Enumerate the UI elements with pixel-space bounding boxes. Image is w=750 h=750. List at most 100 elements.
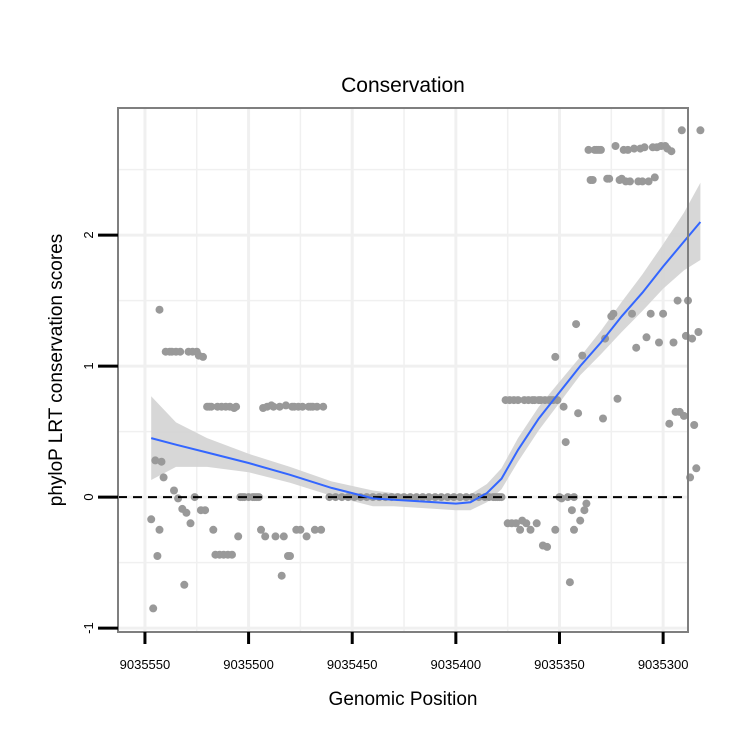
data-point: [551, 525, 560, 534]
data-point: [644, 177, 653, 186]
data-point: [543, 542, 552, 551]
data-point: [186, 519, 195, 528]
data-point: [310, 525, 319, 534]
data-point: [522, 519, 531, 528]
data-point: [155, 305, 164, 314]
data-point: [588, 176, 597, 184]
data-point: [677, 126, 686, 135]
data-point: [228, 550, 236, 559]
data-point: [201, 506, 210, 515]
data-point: [640, 143, 649, 152]
data-point: [570, 525, 578, 534]
data-point: [572, 320, 581, 329]
data-point: [424, 493, 433, 502]
data-point: [559, 402, 568, 411]
y-tick-label: 0: [81, 493, 96, 500]
data-point: [182, 508, 191, 517]
data-point: [646, 309, 655, 318]
x-tick-label: 9035550: [120, 657, 171, 672]
data-point: [611, 142, 620, 150]
data-point: [688, 334, 697, 343]
chart-title: Conservation: [341, 74, 465, 97]
y-tick-label: 1: [81, 362, 96, 369]
data-point: [623, 145, 632, 154]
data-point: [659, 309, 668, 318]
data-point: [337, 493, 346, 502]
data-point: [628, 309, 636, 318]
data-point: [576, 516, 585, 525]
data-point: [561, 438, 570, 447]
data-point: [174, 494, 183, 503]
data-point: [667, 147, 676, 156]
data-point: [679, 411, 688, 420]
plot-panel: [118, 108, 688, 632]
data-point: [207, 402, 216, 411]
data-point: [261, 532, 270, 541]
data-point: [275, 402, 284, 411]
x-tick-label: 9035350: [534, 657, 585, 672]
x-tick-label: 9035300: [638, 657, 689, 672]
data-point: [279, 532, 288, 541]
data-point: [609, 309, 618, 318]
data-point: [626, 177, 634, 186]
data-point: [277, 571, 286, 580]
x-axis-label: Genomic Position: [329, 689, 478, 710]
data-point: [665, 419, 674, 428]
data-point: [232, 402, 241, 411]
data-point: [578, 351, 587, 360]
data-point: [199, 352, 207, 361]
data-point: [180, 580, 189, 589]
x-tick-label: 9035400: [431, 657, 482, 672]
data-point: [296, 525, 305, 534]
data-point: [696, 126, 705, 135]
y-axis: -1 0 1 2: [81, 231, 118, 634]
data-point: [694, 328, 703, 336]
x-tick-label: 9035450: [327, 657, 378, 672]
data-point: [563, 493, 572, 502]
data-point: [281, 401, 290, 410]
data-point: [551, 352, 560, 361]
data-point: [302, 532, 311, 541]
data-point: [512, 519, 520, 528]
data-point: [567, 506, 576, 515]
data-point: [596, 145, 605, 154]
data-point: [412, 493, 421, 502]
data-point: [149, 604, 158, 613]
data-point: [574, 409, 583, 418]
data-point: [565, 578, 574, 587]
data-point: [692, 464, 701, 473]
data-point: [157, 457, 166, 466]
data-point: [443, 493, 452, 502]
data-point: [632, 343, 641, 352]
data-point: [286, 552, 294, 560]
data-point: [690, 421, 699, 429]
confidence-ribbon: [151, 182, 701, 511]
data-point: [159, 473, 168, 482]
data-point: [669, 338, 678, 347]
y-axis-label: phyloP LRT conservation scores: [46, 234, 67, 507]
y-tick-label: -1: [81, 622, 96, 634]
y-tick-label: 2: [81, 231, 96, 238]
data-point: [170, 486, 178, 495]
data-point: [584, 145, 593, 154]
data-point: [269, 402, 278, 411]
data-point: [642, 333, 651, 342]
data-point: [580, 506, 589, 515]
data-point: [514, 396, 522, 405]
data-point: [147, 515, 156, 524]
data-point: [673, 296, 682, 305]
data-point: [630, 144, 639, 153]
data-point: [638, 177, 647, 186]
x-axis: 9035550 9035500 9035450 9035400 9035350 90353…: [120, 632, 689, 672]
data-point: [234, 532, 243, 541]
data-point: [271, 532, 280, 541]
data-point: [582, 499, 591, 508]
data-point: [209, 525, 218, 534]
data-point: [655, 338, 663, 347]
smooth-trend-line: [150, 221, 702, 505]
data-point: [650, 173, 659, 182]
data-point: [176, 347, 185, 356]
data-point: [516, 525, 525, 534]
x-tick-label: 9035500: [223, 657, 274, 672]
data-point: [155, 525, 164, 534]
